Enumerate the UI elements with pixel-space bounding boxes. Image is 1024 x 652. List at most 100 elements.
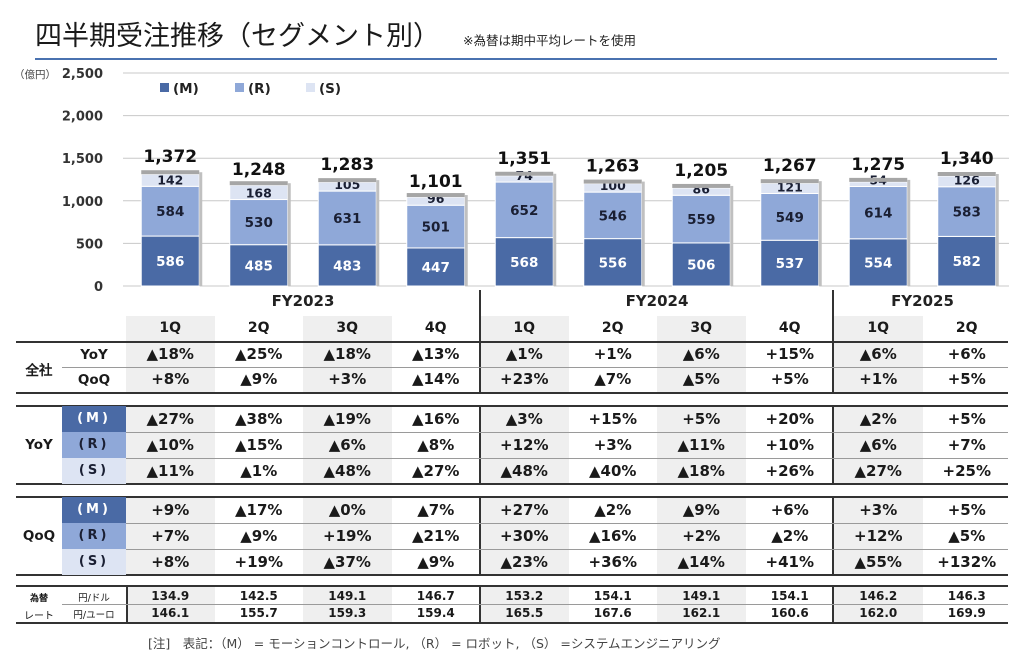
bar-shadow [995,174,999,286]
bar-stack: 568652741,351 [494,149,557,287]
table-cell: ▲9% [682,501,720,519]
shaded-column [480,406,569,484]
bar-stack: 582 583 126 1,340 [937,149,999,287]
table-rule [16,392,1008,394]
table-cell: ▲27% [146,410,194,428]
bar-total-label: 1,205 [674,161,728,181]
block-label: QoQ [22,528,56,544]
fx-cell: 167.6 [593,606,632,620]
bar-cap [495,171,554,176]
bar-total-label: 1,351 [497,149,551,169]
bar-cap [672,183,731,188]
fx-cell: 160.6 [770,606,809,620]
table-cell: ▲9% [417,553,455,571]
company-label: 全社 [25,363,53,379]
table-cell: +19% [234,553,283,571]
fx-cell: 159.4 [416,606,455,620]
y-tick-label: 2,500 [62,67,103,82]
bar-stack: 554614541,275 [848,155,911,287]
page-title: 四半期受注推移（セグメント別） [35,21,440,52]
bar-value-label: 549 [776,210,804,226]
shaded-column [834,497,923,575]
legend-swatch-0 [160,83,169,92]
bar-value-label: 537 [776,256,804,272]
y-axis-ticks: 0 500 1,000 1,500 2,000 2,500 [62,67,103,295]
table-cell: ▲27% [854,462,902,480]
table-cell: ▲15% [235,436,283,454]
fx-label: 為替 [29,594,48,604]
bar-segment [494,181,554,239]
fx-row-label: 円/ドル [78,593,110,604]
table-cell: ▲7% [417,501,455,519]
bar-cap [849,177,908,182]
table-cell: ▲8% [417,436,455,454]
bar-cap [141,170,200,175]
table-cell: ▲16% [589,527,637,545]
row-divider [62,549,1008,550]
table-cell: +23% [500,370,549,388]
bar-cap [583,179,642,184]
y-tick-label: 1,000 [62,195,103,210]
table-cell: ▲11% [677,436,725,454]
legend-swatch-1 [235,83,244,92]
table-cell: ▲48% [500,462,548,480]
table-cell: ▲6% [328,436,366,454]
bar-value-label: 584 [156,204,184,220]
table-cell: +12% [854,527,903,545]
table-cell: ▲2% [859,410,897,428]
bar-shadow [641,181,645,286]
bar-value-label: 483 [333,258,361,274]
table-rule [16,585,1008,587]
shaded-column [834,316,923,393]
table-cell: ▲9% [240,370,278,388]
shaded-column [480,497,569,575]
row-divider [62,367,1008,368]
table-cell: ▲19% [323,410,371,428]
table-cell: +1% [593,345,632,363]
fx-cell: 153.2 [505,589,544,603]
shaded-column [303,497,392,575]
bar-value-label: 559 [687,212,715,228]
bar-shadow [553,173,557,286]
bar-segment [406,247,466,287]
quarter-header: 1Q [513,320,536,336]
shaded-column [834,406,923,484]
bar-total-label: 1,263 [586,157,640,177]
fx-cell: 146.3 [947,589,986,603]
fx-cell: 146.7 [416,589,455,603]
table-cell: ▲14% [412,370,460,388]
table-cell: ▲16% [412,410,460,428]
quarter-header: 2Q [601,320,624,336]
shaded-column [657,497,746,575]
bar-shadow [376,180,380,286]
fx-cell: 154.1 [770,589,809,603]
table-cell: +5% [682,410,721,428]
table-cell: ▲11% [146,462,194,480]
fx-cell: 159.3 [328,606,367,620]
bar-value-label: 554 [864,255,892,271]
legend-label: (S) [319,81,341,97]
table-cell: ▲6% [859,436,897,454]
bar-value-label: 142 [157,172,183,187]
block-label: YoY [25,437,53,453]
bar-value-label: 530 [245,215,273,231]
bar-cap [760,179,819,184]
bar-value-label: 556 [599,255,627,271]
quarter-header: 4Q [424,320,447,336]
table-cell: +15% [765,345,814,363]
quarter-header: 1Q [867,320,890,336]
bar-segment [848,238,908,287]
bar-cap [229,181,288,186]
bar-total-label: 1,101 [409,172,463,192]
table-cell: +6% [947,345,986,363]
fx-cell: 142.5 [239,589,278,603]
bar-segment [848,185,908,240]
bar-value-label: 121 [777,179,803,194]
bar-value-label: 583 [953,205,981,221]
shaded-column [657,406,746,484]
table-cell: ▲1% [505,345,543,363]
fy-separator [832,406,834,484]
fx-label: レート [24,611,54,622]
table-cell: ▲0% [328,501,366,519]
bar-segment [140,185,200,237]
